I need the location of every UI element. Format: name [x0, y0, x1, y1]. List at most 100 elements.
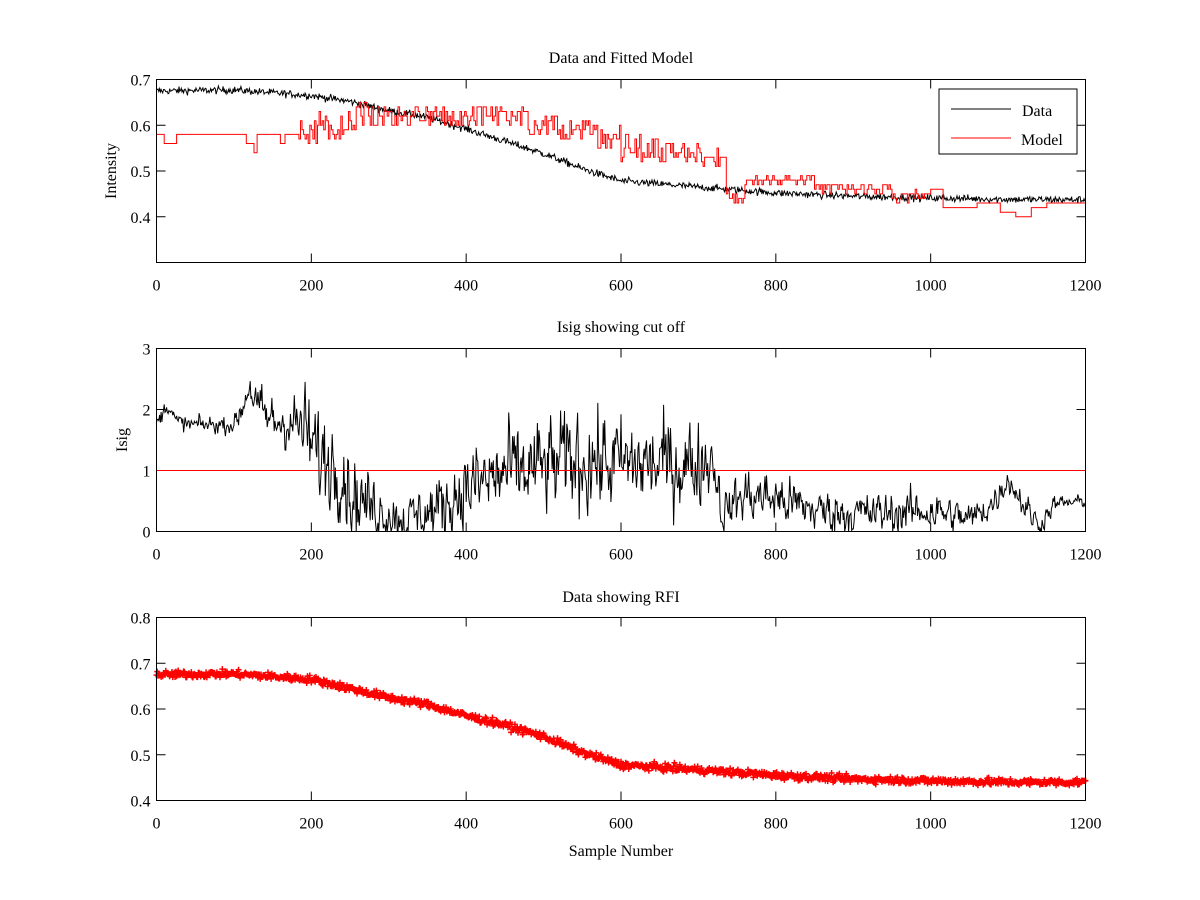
y-tick-label: 0.5	[131, 164, 151, 181]
data-point	[376, 695, 383, 702]
x-tick-label: 800	[764, 278, 788, 295]
x-tick-label: 200	[299, 278, 323, 295]
data-point	[890, 780, 897, 787]
data-point	[537, 736, 544, 743]
data-point	[621, 764, 628, 771]
y-tick-label: 0.6	[131, 118, 151, 135]
data-point	[750, 774, 757, 781]
series-model-line	[156, 101, 1086, 218]
series-data-line	[156, 84, 1086, 205]
x-tick-label: 1000	[915, 547, 947, 564]
data-point	[306, 672, 313, 679]
x-tick-label: 1200	[1070, 278, 1102, 295]
data-point	[662, 760, 669, 767]
y-tick-label: 0.8	[131, 611, 151, 628]
x-tick-label: 0	[153, 278, 161, 295]
data-point	[489, 714, 496, 721]
plot-area	[156, 381, 1086, 532]
data-point	[317, 678, 324, 685]
data-point	[373, 687, 380, 694]
x-tick-label: 600	[609, 278, 633, 295]
chart-title: Data showing RFI	[562, 589, 679, 606]
data-point	[554, 735, 561, 742]
x-tick-label: 400	[454, 547, 478, 564]
data-point	[188, 669, 195, 676]
data-point	[887, 773, 894, 780]
data-point	[181, 668, 188, 675]
x-tick-label: 1200	[1070, 547, 1102, 564]
x-tick-label: 1000	[915, 816, 947, 833]
y-tick-label: 2	[143, 403, 151, 420]
x-tick-labels: 0 200 400 600 800 1000 1200	[153, 79, 1102, 295]
data-point	[1026, 781, 1033, 788]
y-tick-label: 0.4	[131, 210, 151, 227]
data-point	[1005, 781, 1012, 788]
x-tick-label: 800	[764, 547, 788, 564]
data-point	[398, 694, 405, 701]
y-axis-label: Isig	[114, 428, 131, 452]
data-point	[219, 666, 226, 673]
data-point	[1073, 775, 1080, 782]
x-tick-label: 400	[454, 816, 478, 833]
legend: Data Model	[938, 88, 1078, 155]
data-point	[472, 712, 479, 719]
data-point	[593, 749, 600, 756]
y-tick-labels: 0 1 2 3	[143, 342, 1086, 542]
data-point	[773, 769, 780, 776]
axes-frame	[156, 617, 1086, 801]
x-tick-label: 800	[764, 816, 788, 833]
data-point	[595, 755, 602, 762]
data-point	[645, 767, 652, 774]
data-point	[401, 700, 408, 707]
x-tick-label: 400	[454, 278, 478, 295]
x-tick-label: 0	[153, 816, 161, 833]
y-tick-label: 0.5	[131, 748, 151, 765]
chart-title: Data and Fitted Model	[549, 50, 694, 67]
legend-label-data: Data	[1022, 103, 1052, 120]
y-tick-labels: 0.4 0.5 0.6 0.7 0.8	[131, 611, 1086, 811]
data-point	[494, 717, 501, 724]
x-tick-label: 600	[609, 816, 633, 833]
data-point	[482, 714, 489, 721]
data-point	[813, 770, 820, 777]
data-point	[447, 706, 454, 713]
data-point	[570, 748, 577, 755]
x-tick-label: 200	[299, 547, 323, 564]
plot-area	[156, 84, 1086, 218]
y-tick-label: 0	[143, 525, 151, 542]
data-point	[985, 774, 992, 781]
x-tick-label: 600	[609, 547, 633, 564]
y-tick-labels: 0.4 0.5 0.6 0.7	[131, 73, 1086, 227]
y-axis-label: Intensity	[103, 143, 120, 199]
x-tick-label: 200	[299, 816, 323, 833]
subplot-data-showing-rfi: Data showing RFI Sample Number 0 200 400 60…	[131, 589, 1102, 860]
chart-title: Isig showing cut off	[557, 319, 686, 336]
data-point	[803, 770, 810, 777]
legend-label-model: Model	[1021, 132, 1063, 149]
data-point	[727, 765, 734, 772]
x-tick-labels: 0 200 400 600 800 1000 1200	[153, 348, 1102, 564]
y-tick-label: 0.7	[131, 656, 151, 673]
data-point	[483, 715, 490, 722]
data-point	[411, 695, 418, 702]
data-point	[425, 698, 432, 705]
data-point	[836, 770, 843, 777]
plot-area	[153, 666, 1089, 789]
data-point	[336, 679, 343, 686]
subplot-data-and-fitted-model: Data and Fitted Model Intensity 0 200 400 6…	[103, 50, 1102, 295]
series-isig-line	[156, 381, 1086, 532]
data-point	[671, 759, 678, 766]
data-point	[694, 763, 701, 770]
data-point	[319, 681, 326, 688]
legend-box	[938, 88, 1078, 155]
data-point	[663, 767, 670, 774]
data-point	[1041, 776, 1048, 783]
data-point	[235, 666, 242, 673]
subplot-isig-showing-cut-off: Isig showing cut off Isig 0 200 400 600 800 1…	[114, 319, 1102, 564]
data-point	[597, 751, 604, 758]
y-tick-label: 3	[143, 342, 151, 359]
x-tick-label: 1200	[1070, 816, 1102, 833]
x-tick-labels: 0 200 400 600 800 1000 1200	[153, 617, 1102, 833]
axes-frame	[156, 348, 1086, 532]
